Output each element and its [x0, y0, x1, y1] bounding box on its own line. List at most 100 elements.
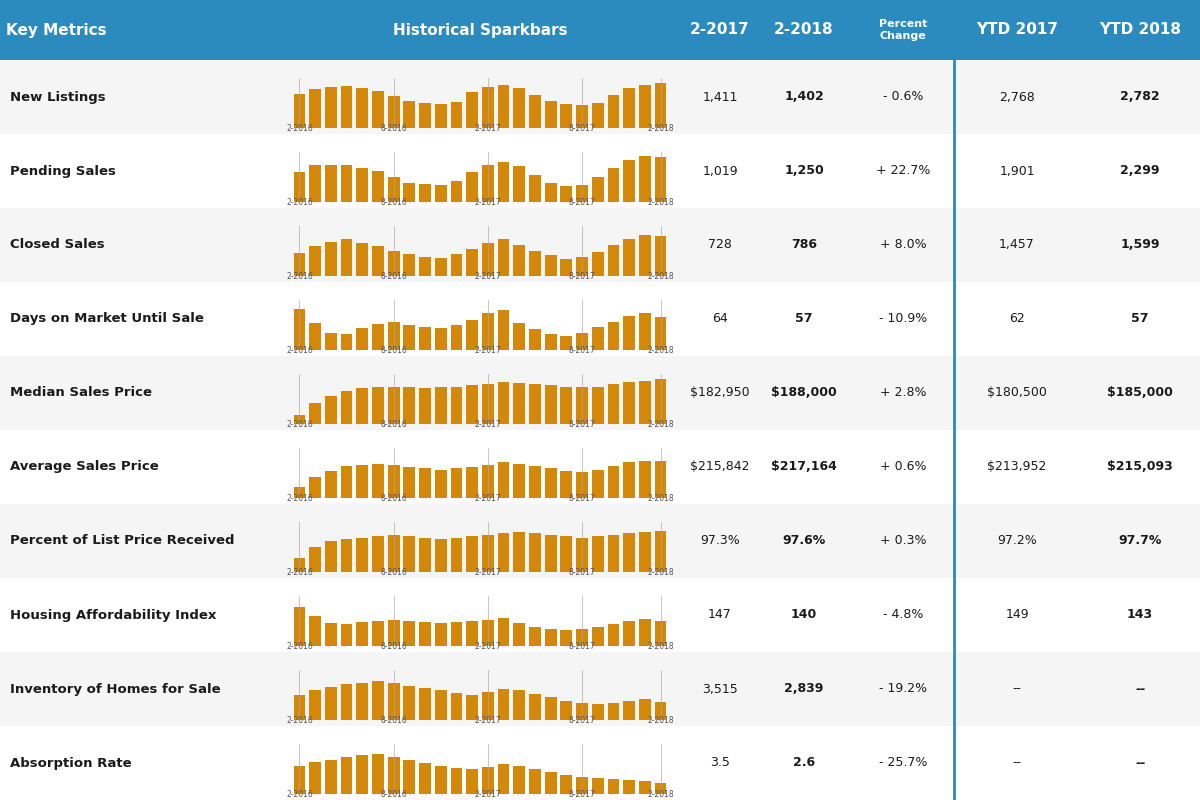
Bar [655, 83, 666, 128]
Text: 8-2016: 8-2016 [380, 642, 407, 651]
Bar [341, 624, 353, 646]
Bar [419, 468, 431, 498]
Bar [638, 699, 650, 720]
FancyBboxPatch shape [0, 652, 1200, 726]
Bar [467, 320, 478, 350]
Bar [434, 258, 446, 276]
Bar [325, 396, 337, 424]
Text: 8-2016: 8-2016 [380, 716, 407, 726]
Text: + 0.6%: + 0.6% [880, 461, 926, 474]
Text: 97.3%: 97.3% [700, 534, 740, 547]
Bar [514, 766, 526, 794]
Bar [655, 462, 666, 498]
Bar [623, 533, 635, 572]
Bar [623, 88, 635, 128]
Bar [545, 468, 557, 498]
Bar [356, 168, 368, 202]
Text: $182,950: $182,950 [690, 386, 750, 399]
Bar [514, 532, 526, 572]
Bar [498, 533, 510, 572]
Bar [341, 239, 353, 276]
Bar [325, 242, 337, 276]
Bar [576, 471, 588, 498]
Bar [434, 185, 446, 202]
Text: --: -- [1013, 682, 1021, 695]
Text: 2-2016: 2-2016 [286, 568, 313, 578]
Bar [576, 387, 588, 424]
Bar [419, 388, 431, 424]
Bar [356, 328, 368, 350]
Bar [341, 334, 353, 350]
Bar [403, 101, 415, 128]
Bar [498, 382, 510, 424]
Bar [514, 166, 526, 202]
Text: 97.2%: 97.2% [997, 534, 1037, 547]
Bar [529, 769, 541, 794]
Bar [294, 766, 305, 794]
Text: 140: 140 [791, 609, 817, 622]
Bar [310, 547, 322, 572]
Text: 1,019: 1,019 [702, 165, 738, 178]
Bar [403, 686, 415, 720]
Text: 149: 149 [1006, 609, 1028, 622]
Bar [325, 470, 337, 498]
FancyBboxPatch shape [0, 134, 1200, 208]
Bar [560, 258, 572, 276]
Text: Absorption Rate: Absorption Rate [10, 757, 131, 770]
Bar [419, 184, 431, 202]
FancyBboxPatch shape [0, 356, 1200, 430]
Text: 2-2017: 2-2017 [474, 494, 502, 503]
Text: 57: 57 [796, 313, 812, 326]
FancyBboxPatch shape [0, 578, 1200, 652]
Bar [310, 89, 322, 128]
Bar [576, 629, 588, 646]
Text: 2-2018: 2-2018 [647, 420, 674, 430]
Bar [607, 95, 619, 128]
Bar [498, 462, 510, 498]
Bar [545, 183, 557, 202]
Bar [655, 236, 666, 276]
Bar [529, 694, 541, 720]
Bar [310, 403, 322, 424]
Bar [498, 162, 510, 202]
Text: 2-2018: 2-2018 [647, 272, 674, 282]
Text: 147: 147 [708, 609, 732, 622]
Bar [529, 174, 541, 202]
Bar [576, 702, 588, 720]
Bar [545, 698, 557, 720]
Text: Pending Sales: Pending Sales [10, 165, 115, 178]
Bar [356, 755, 368, 794]
Text: + 22.7%: + 22.7% [876, 165, 930, 178]
Text: Housing Affordability Index: Housing Affordability Index [10, 609, 216, 622]
Bar [294, 695, 305, 720]
Text: 2-2016: 2-2016 [286, 790, 313, 799]
Text: 2-2018: 2-2018 [647, 716, 674, 726]
Text: $188,000: $188,000 [772, 386, 836, 399]
Bar [545, 535, 557, 572]
Bar [372, 387, 384, 424]
Bar [607, 322, 619, 350]
Bar [592, 327, 604, 350]
Bar [419, 622, 431, 646]
Text: 2,299: 2,299 [1121, 165, 1159, 178]
Bar [419, 257, 431, 276]
Bar [498, 239, 510, 276]
Bar [592, 627, 604, 646]
Bar [341, 166, 353, 202]
Text: 728: 728 [708, 238, 732, 251]
Text: 62: 62 [1009, 313, 1025, 326]
Bar [434, 104, 446, 128]
Bar [467, 249, 478, 276]
Text: 8-2017: 8-2017 [569, 790, 595, 799]
Bar [607, 168, 619, 202]
Bar [388, 535, 400, 572]
Text: 2-2016: 2-2016 [286, 198, 313, 207]
Bar [450, 254, 462, 276]
Bar [341, 86, 353, 128]
Bar [560, 336, 572, 350]
Bar [545, 101, 557, 128]
Bar [545, 772, 557, 794]
Bar [434, 690, 446, 720]
Bar [655, 317, 666, 350]
Text: 2-2017: 2-2017 [474, 420, 502, 430]
